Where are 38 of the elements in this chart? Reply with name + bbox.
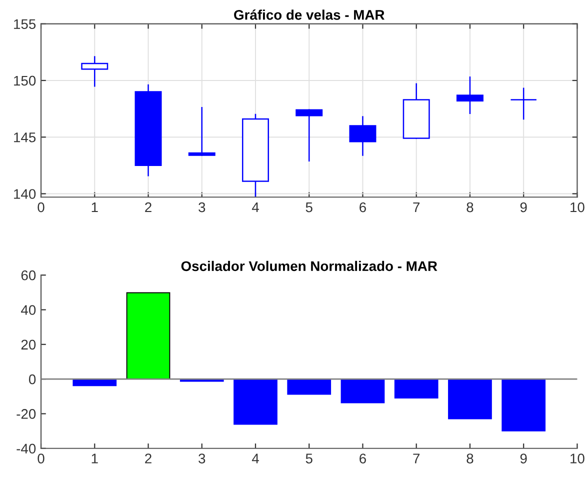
y-tick-label: 60: [21, 270, 36, 280]
x-tick-label: 1: [92, 454, 98, 464]
x-tick-label: 4: [252, 202, 259, 212]
x-tick-label: 7: [413, 202, 420, 212]
y-tick-label: 150: [14, 76, 36, 86]
candlestick: [81, 56, 108, 87]
candlestick: [456, 76, 484, 114]
x-tick-label: 6: [360, 454, 366, 464]
x-tick-label: 1: [92, 202, 98, 212]
x-tick-label: 2: [145, 202, 152, 212]
y-tick-label: 155: [14, 19, 36, 30]
y-tick-label: 40: [21, 305, 36, 315]
x-tick-label: 2: [145, 454, 152, 464]
x-tick-label: 0: [38, 202, 44, 212]
x-tick-label: 8: [466, 202, 474, 212]
x-tick-label: 7: [413, 454, 420, 464]
x-tick-label: 6: [360, 202, 366, 212]
x-tick-label: 4: [252, 454, 259, 464]
x-tick-label: 10: [570, 454, 584, 464]
x-tick-label: 9: [520, 202, 527, 212]
candlestick: [349, 116, 376, 156]
y-tick-label: 0: [28, 374, 36, 384]
x-tick-label: 3: [198, 202, 206, 212]
y-tick-label: 145: [14, 132, 36, 142]
x-tick-label: 3: [198, 454, 206, 464]
y-tick-label: 20: [21, 340, 36, 350]
x-tick-label: 8: [466, 454, 474, 464]
candlestick: [510, 88, 538, 120]
y-tick-label: 140: [14, 189, 36, 199]
y-tick-label: -40: [16, 444, 36, 454]
chart-title: Oscilador Volumen Normalizado - MAR: [181, 260, 438, 272]
chart-title: Gráfico de velas - MAR: [234, 9, 384, 20]
x-tick-label: 0: [38, 454, 44, 464]
x-tick-label: 5: [306, 202, 312, 212]
x-tick-label: 10: [570, 202, 584, 212]
x-tick-label: 9: [520, 454, 527, 464]
y-tick-label: -20: [16, 409, 36, 419]
x-tick-label: 5: [306, 454, 312, 464]
